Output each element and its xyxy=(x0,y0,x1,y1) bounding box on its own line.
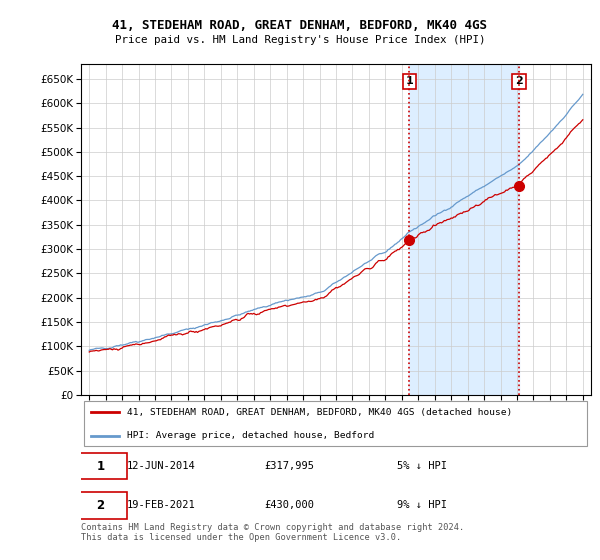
Text: 12-JUN-2014: 12-JUN-2014 xyxy=(127,461,196,471)
FancyBboxPatch shape xyxy=(83,401,587,446)
FancyBboxPatch shape xyxy=(73,453,127,479)
Text: 41, STEDEHAM ROAD, GREAT DENHAM, BEDFORD, MK40 4GS: 41, STEDEHAM ROAD, GREAT DENHAM, BEDFORD… xyxy=(113,18,487,32)
Text: 9% ↓ HPI: 9% ↓ HPI xyxy=(397,501,447,510)
Text: Price paid vs. HM Land Registry's House Price Index (HPI): Price paid vs. HM Land Registry's House … xyxy=(115,35,485,45)
Text: 5% ↓ HPI: 5% ↓ HPI xyxy=(397,461,447,471)
Text: 19-FEB-2021: 19-FEB-2021 xyxy=(127,501,196,510)
Text: Contains HM Land Registry data © Crown copyright and database right 2024.
This d: Contains HM Land Registry data © Crown c… xyxy=(81,522,464,542)
Bar xyxy=(409,64,519,395)
Text: HPI: Average price, detached house, Bedford: HPI: Average price, detached house, Bedf… xyxy=(127,431,374,440)
Text: £430,000: £430,000 xyxy=(265,501,314,510)
Text: 41, STEDEHAM ROAD, GREAT DENHAM, BEDFORD, MK40 4GS (detached house): 41, STEDEHAM ROAD, GREAT DENHAM, BEDFORD… xyxy=(127,408,512,417)
Text: 1: 1 xyxy=(406,76,413,86)
Text: 1: 1 xyxy=(97,460,104,473)
Text: £317,995: £317,995 xyxy=(265,461,314,471)
Text: 2: 2 xyxy=(97,499,104,512)
Text: 2: 2 xyxy=(515,76,523,86)
FancyBboxPatch shape xyxy=(73,492,127,519)
